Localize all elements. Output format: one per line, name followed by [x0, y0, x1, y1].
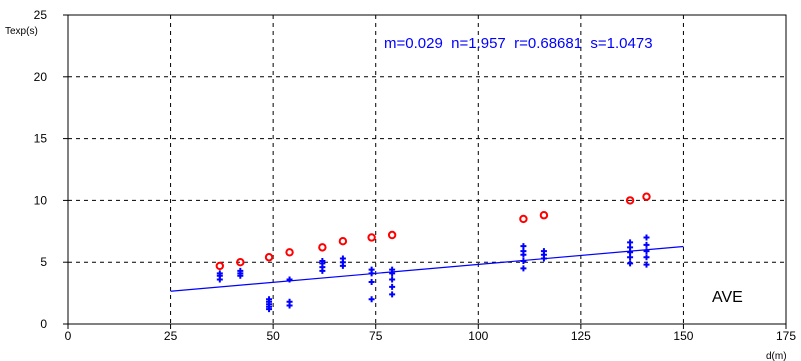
data-point-circle [519, 214, 528, 224]
data-point-circle [236, 258, 245, 267]
data-point-plus [216, 270, 223, 277]
x-tick-label: 75 [369, 329, 383, 343]
data-point-plus [286, 276, 293, 283]
data-point-circle [338, 236, 348, 246]
data-point-plus [643, 234, 650, 241]
x-axis-label: d(m) [766, 351, 787, 361]
data-point-plus [520, 243, 527, 250]
data-point-plus [237, 267, 244, 274]
data-point-plus [286, 298, 293, 305]
data-point-plus [339, 255, 346, 262]
data-point-plus [368, 266, 375, 273]
data-point-circle [285, 248, 294, 257]
y-axis-label: Texp(s) [5, 26, 38, 37]
x-tick-label: 100 [468, 329, 488, 343]
data-point-plus [520, 257, 527, 264]
data-point-circle [387, 230, 397, 240]
axis-ticks: 0 25 50 75 100 125 150 175 0 5 10 15 20 25 [34, 8, 797, 343]
data-point-plus [389, 276, 396, 283]
data-point-plus [520, 265, 527, 272]
data-point-plus [627, 239, 634, 246]
fit-line-group [170, 245, 684, 292]
data-point-plus [389, 283, 396, 290]
data-point-plus [389, 266, 396, 273]
data-point-plus [540, 248, 547, 255]
data-point-circle [625, 196, 635, 205]
y-tick-label: 0 [40, 317, 47, 331]
x-tick-label: 0 [65, 329, 72, 343]
x-tick-label: 150 [673, 329, 693, 343]
data-point-plus [368, 278, 375, 285]
y-tick-label: 25 [34, 8, 48, 22]
x-tick-label: 175 [776, 329, 796, 343]
x-tick-label: 50 [266, 329, 280, 343]
data-point-plus [266, 296, 273, 303]
data-point-plus [643, 241, 650, 248]
fit-line [170, 245, 684, 292]
data-point-circle [642, 192, 651, 201]
x-tick-label: 125 [571, 329, 591, 343]
plot-area [67, 14, 787, 325]
data-point-plus [368, 296, 375, 303]
x-tick-label: 25 [164, 329, 178, 343]
y-tick-label: 10 [34, 193, 48, 207]
data-point-plus [643, 254, 650, 261]
data-point-circle [215, 261, 225, 271]
y-tick-label: 20 [34, 70, 48, 84]
data-point-circle [318, 243, 327, 252]
data-point-plus [319, 257, 326, 264]
fit-stats-annotation: m=0.029 n=1.957 r=0.68681 s=1.0473 [384, 35, 653, 52]
data-point-plus [643, 248, 650, 255]
y-tick-label: 5 [40, 255, 47, 269]
data-point-plus [389, 291, 396, 298]
data-point-circle [264, 253, 274, 262]
panel-label: AVE [712, 289, 743, 306]
data-marks [215, 192, 651, 313]
grid [68, 15, 786, 324]
data-point-plus [643, 261, 650, 268]
y-tick-label: 15 [34, 132, 48, 146]
data-point-circle [539, 211, 549, 220]
data-point-circle [367, 233, 376, 242]
data-point-plus [627, 260, 634, 267]
